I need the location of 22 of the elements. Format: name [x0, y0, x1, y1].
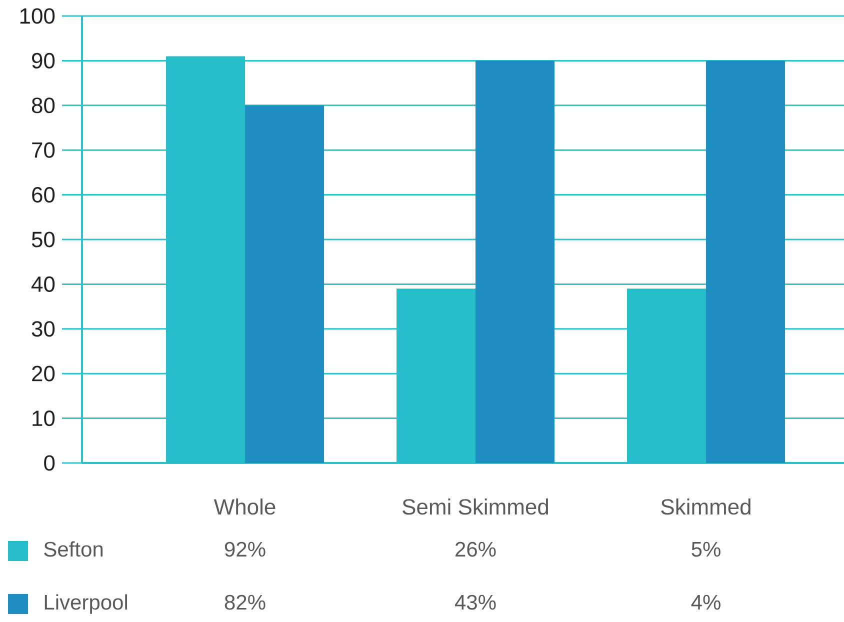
text: 26% — [456, 542, 496, 557]
y-tick-label: 10 — [32, 410, 55, 426]
text: 43% — [454, 594, 496, 610]
text: 82% — [224, 594, 266, 610]
y-tick-label: 100 — [20, 8, 55, 24]
y-tick-label: 70 — [32, 142, 55, 158]
y-tick-label: 40 — [32, 276, 55, 292]
x-tick-label: Skimmed — [661, 498, 750, 515]
y-tick-label: 60 — [32, 187, 55, 203]
y-tick-label: 0 — [44, 455, 55, 471]
y-tick-label: 20 — [32, 366, 55, 382]
legend-label: Liverpool — [44, 594, 127, 614]
x-tick-label: Whole — [214, 498, 276, 515]
y-tick-label: 50 — [32, 232, 55, 248]
legend-label: Sefton — [44, 541, 103, 557]
text: 4% — [691, 594, 720, 610]
y-tick-label: 80 — [32, 98, 55, 114]
y-tick-label: 90 — [32, 52, 55, 68]
y-tick-label: 30 — [32, 321, 55, 337]
text: 5% — [692, 542, 720, 557]
text: 92% — [224, 542, 266, 557]
x-tick-label: Semi Skimmed — [402, 498, 548, 515]
